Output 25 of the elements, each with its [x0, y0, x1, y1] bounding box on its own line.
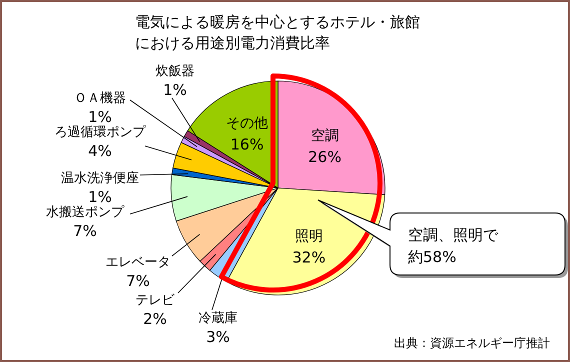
slice-label: ろ過循環ポンプ — [54, 125, 146, 140]
data-label: 26% — [308, 148, 342, 166]
data-label: 1% — [163, 81, 187, 99]
data-label: 32% — [292, 248, 326, 266]
chart-title: 電気による暖房を中心とするホテル・旅館における用途別電力消費比率 — [135, 12, 421, 54]
slice-label: ＯＡ機器 — [74, 91, 126, 106]
slice-label: その他 — [226, 116, 268, 132]
data-label: 7% — [73, 222, 97, 240]
slice-label: テレビ — [136, 293, 176, 308]
data-label: 1% — [88, 188, 112, 206]
data-label: 3% — [206, 328, 230, 346]
slice-label: 炊飯器 — [156, 64, 194, 79]
data-label: 2% — [143, 310, 167, 328]
slice-label: エレベータ — [106, 255, 170, 270]
slice-label: 水搬送ポンプ — [46, 205, 125, 220]
slice-label: 照明 — [294, 228, 323, 244]
slice-label: 空調 — [310, 128, 339, 144]
slice-label: 温水洗浄便座 — [61, 170, 139, 186]
text: 空調、照明で約58% — [408, 225, 500, 268]
data-label: 1% — [88, 108, 112, 126]
data-label: 16% — [230, 136, 264, 154]
data-label: 7% — [126, 272, 150, 290]
source-note: 出典：資源エネルギー庁推計 — [394, 336, 550, 350]
data-label: 4% — [88, 142, 112, 160]
slice-label: 冷蔵庫 — [198, 310, 238, 326]
